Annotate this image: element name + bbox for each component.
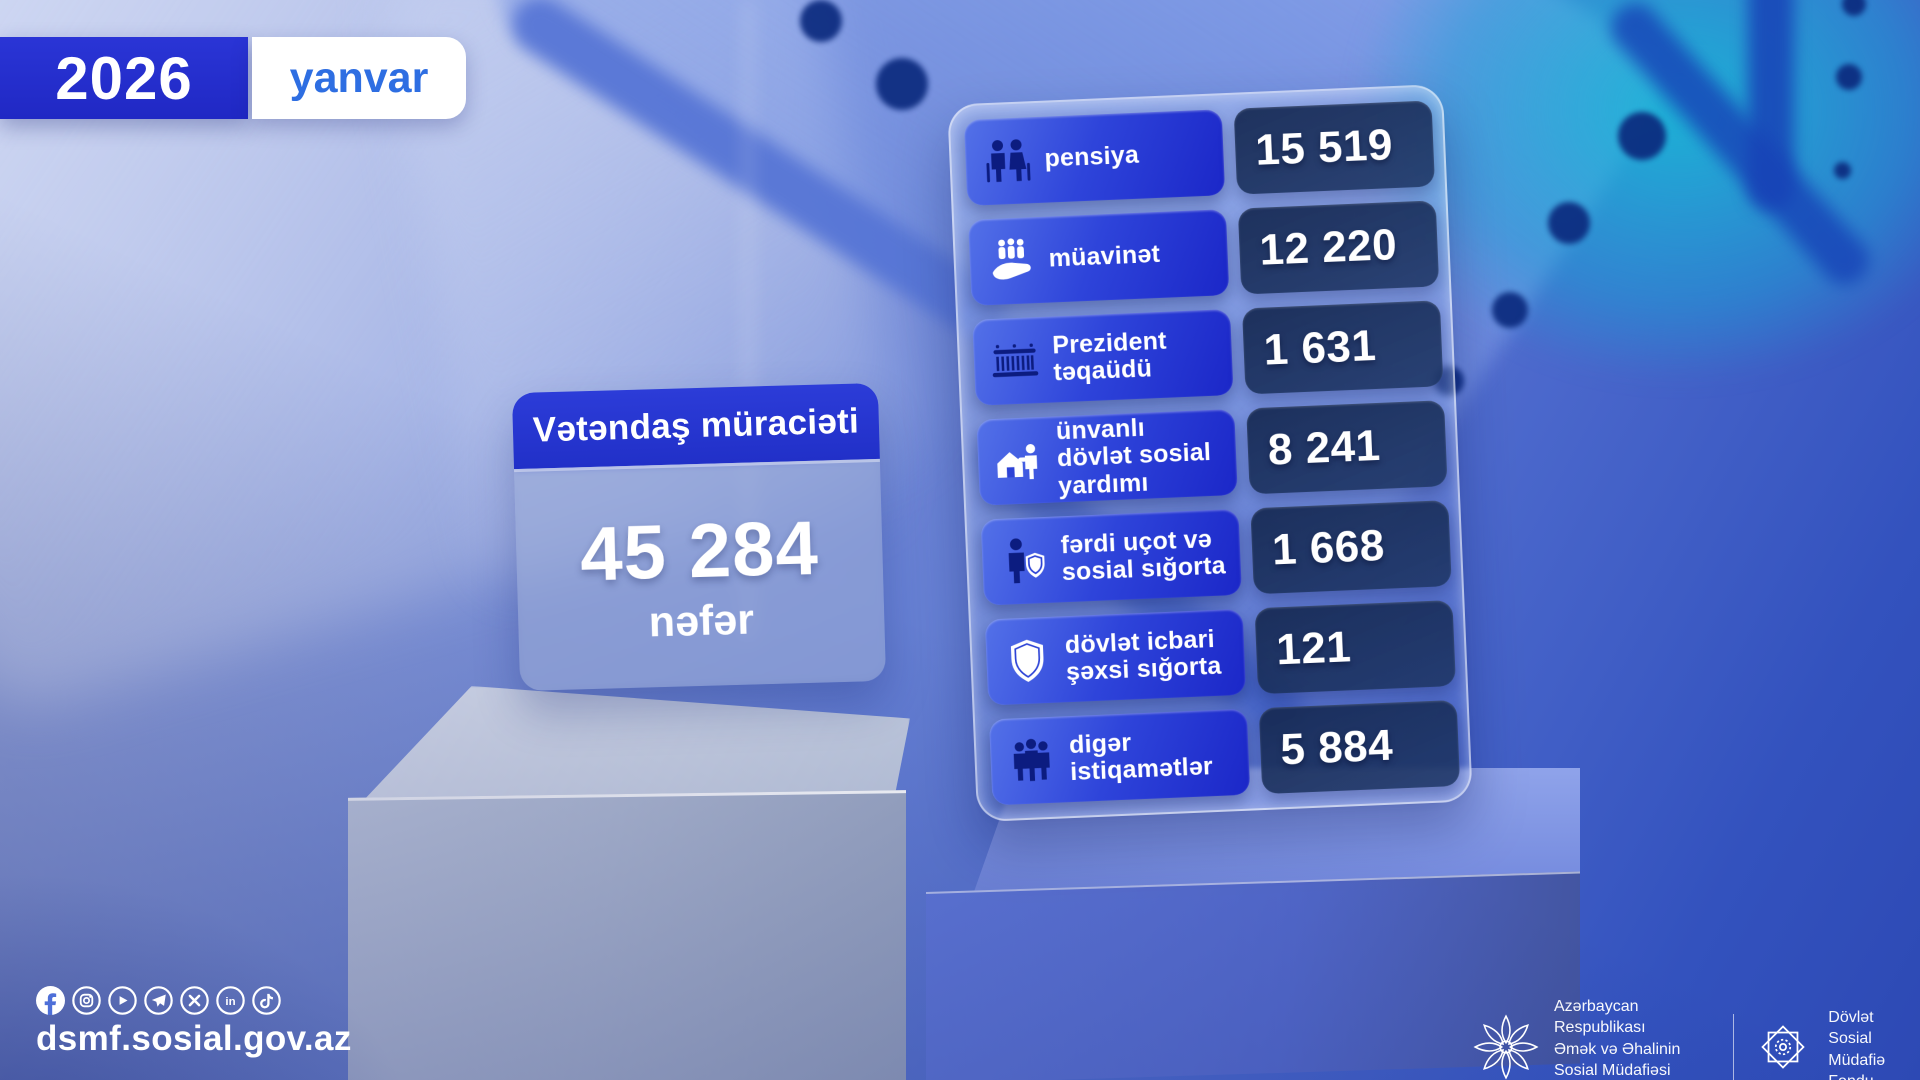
social-icons-row: in bbox=[36, 986, 281, 1015]
total-appeals-value: 45 284 bbox=[579, 505, 820, 597]
year-label: 2026 bbox=[55, 44, 193, 112]
appeal-categories-panel: pensiya 15 519 müavinət 12 220 bbox=[947, 83, 1473, 823]
fund-logo-icon bbox=[1752, 1016, 1814, 1080]
category-value: 1 631 bbox=[1241, 300, 1444, 395]
background-wall-seam bbox=[744, 0, 752, 640]
month-badge: yanvar bbox=[252, 37, 466, 119]
table-row: dövlət icbari şəxsi sığorta 121 bbox=[984, 599, 1456, 706]
website-url[interactable]: dsmf.sosial.gov.az bbox=[36, 1019, 352, 1058]
ministry-name: Azərbaycan Respublikası Əmək və Əhalinin… bbox=[1554, 996, 1715, 1080]
house-person-icon bbox=[990, 432, 1048, 490]
palace-gate-icon bbox=[986, 332, 1044, 390]
table-row: fərdi uçot və sosial sığorta 1 668 bbox=[980, 500, 1452, 606]
org-footer: Azərbaycan Respublikası Əmək və Əhalinin… bbox=[1472, 996, 1920, 1080]
table-row: pensiya 15 519 bbox=[963, 100, 1436, 206]
category-pill-diger: digər istiqamətlər bbox=[988, 708, 1251, 806]
category-value: 1 668 bbox=[1250, 500, 1452, 595]
youtube-icon[interactable] bbox=[108, 986, 137, 1015]
category-label: fərdi uçot və sosial sığorta bbox=[1060, 524, 1227, 587]
category-label: Prezident təqaüdü bbox=[1051, 326, 1168, 387]
category-label: pensiya bbox=[1043, 140, 1140, 173]
facebook-icon[interactable] bbox=[36, 986, 65, 1015]
telegram-icon[interactable] bbox=[144, 986, 173, 1015]
card-body: 45 284 nəfər bbox=[514, 458, 887, 692]
total-appeals-unit: nəfər bbox=[648, 595, 755, 646]
tiktok-icon[interactable] bbox=[252, 986, 281, 1015]
background-dot bbox=[1842, 0, 1866, 16]
card-header: Vətəndaş müraciəti bbox=[511, 382, 880, 470]
table-row: Prezident təqaüdü 1 631 bbox=[972, 300, 1444, 406]
table-row: digər istiqamətlər 5 884 bbox=[988, 699, 1461, 806]
ministry-name-line: Əmək və Əhalinin bbox=[1554, 1040, 1681, 1058]
citizen-appeals-card: Vətəndaş müraciəti 45 284 nəfər bbox=[511, 382, 887, 692]
linkedin-icon[interactable]: in bbox=[216, 986, 245, 1015]
background-dot bbox=[800, 0, 842, 42]
fund-name-line: Fondu bbox=[1828, 1071, 1920, 1080]
svg-text:in: in bbox=[225, 996, 235, 1008]
ministry-logo-icon bbox=[1472, 1013, 1540, 1080]
people-on-hand-icon bbox=[982, 232, 1040, 290]
year-badge: 2026 bbox=[0, 37, 248, 119]
ministry-logo-block: Azərbaycan Respublikası Əmək və Əhalinin… bbox=[1472, 996, 1715, 1080]
person-shield-icon bbox=[994, 532, 1052, 590]
fund-name-line: Dövlət bbox=[1828, 1008, 1874, 1026]
fund-logo-block: Dövlət Sosial Müdafiə Fondu bbox=[1752, 1007, 1920, 1080]
category-value: 12 220 bbox=[1237, 200, 1440, 295]
category-label: digər istiqamətlər bbox=[1068, 728, 1214, 787]
background-dot bbox=[1836, 64, 1862, 90]
category-pill-muavinet: müavinət bbox=[968, 209, 1230, 306]
footer-divider bbox=[1733, 1013, 1735, 1080]
background-dot bbox=[876, 58, 928, 110]
instagram-icon[interactable] bbox=[72, 986, 101, 1015]
category-label: müavinət bbox=[1048, 240, 1161, 273]
background-dot bbox=[1618, 112, 1666, 160]
ministry-name-line: Sosial Müdafiəsi Nazirliyi bbox=[1554, 1062, 1671, 1080]
category-pill-icbari-sigorta: dövlət icbari şəxsi sığorta bbox=[984, 608, 1247, 706]
fund-name-line: Sosial Müdafiə bbox=[1828, 1030, 1886, 1069]
category-value: 15 519 bbox=[1233, 100, 1436, 195]
month-label: yanvar bbox=[289, 53, 429, 102]
ministry-name-line: Azərbaycan Respublikası bbox=[1554, 998, 1646, 1037]
three-people-icon bbox=[1003, 732, 1061, 790]
category-value: 5 884 bbox=[1258, 699, 1461, 795]
category-label: dövlət icbari şəxsi sığorta bbox=[1064, 624, 1222, 687]
background-dot bbox=[1548, 202, 1590, 244]
shield-icon bbox=[998, 632, 1056, 690]
background-dot bbox=[1492, 292, 1528, 328]
category-pill-ferdi-ucot: fərdi uçot və sosial sığorta bbox=[980, 508, 1242, 606]
fund-name: Dövlət Sosial Müdafiə Fondu bbox=[1828, 1007, 1920, 1080]
elderly-couple-icon bbox=[977, 132, 1035, 190]
background-dot bbox=[1834, 162, 1851, 179]
table-row: müavinət 12 220 bbox=[968, 200, 1440, 306]
category-pill-prezident-teqaudu: Prezident təqaüdü bbox=[972, 309, 1234, 406]
category-pill-pensiya: pensiya bbox=[963, 109, 1226, 206]
category-label: ünvanlı dövlət sosial yardımı bbox=[1055, 413, 1212, 501]
table-row: ünvanlı dövlət sosial yardımı 8 241 bbox=[976, 400, 1448, 506]
category-pill-unvanli-yardim: ünvanlı dövlət sosial yardımı bbox=[976, 408, 1238, 506]
x-icon[interactable] bbox=[180, 986, 209, 1015]
category-value: 121 bbox=[1254, 599, 1456, 695]
category-value: 8 241 bbox=[1246, 400, 1448, 495]
card-title: Vətəndaş müraciəti bbox=[532, 401, 860, 450]
